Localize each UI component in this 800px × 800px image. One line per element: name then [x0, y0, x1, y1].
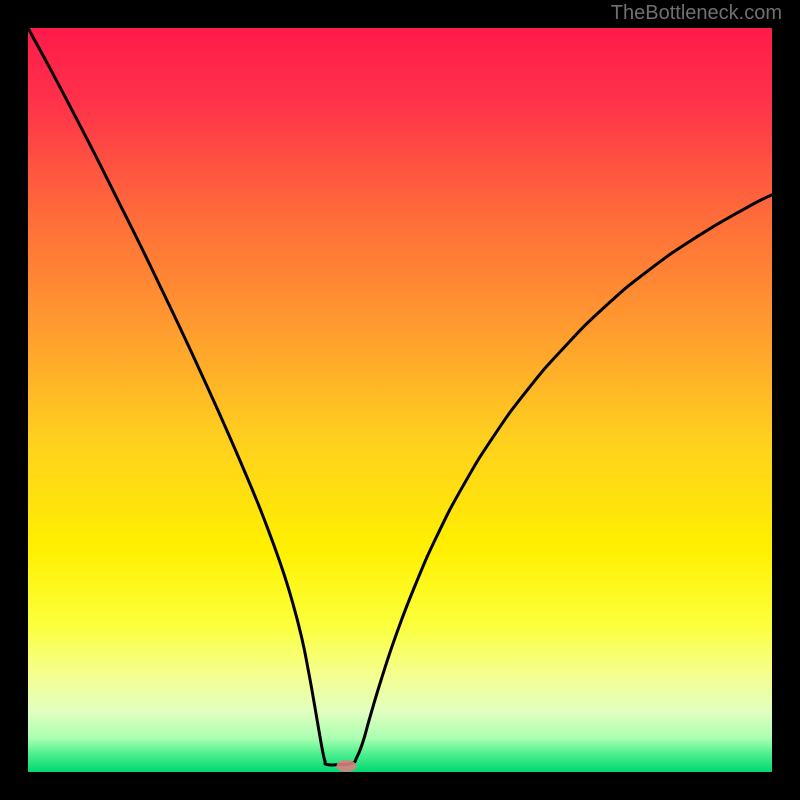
bottleneck-curve-chart [28, 28, 772, 772]
optimal-point-marker [336, 760, 356, 772]
chart-plot-area [28, 28, 772, 772]
chart-background [28, 28, 772, 772]
watermark-text: TheBottleneck.com [611, 2, 782, 25]
